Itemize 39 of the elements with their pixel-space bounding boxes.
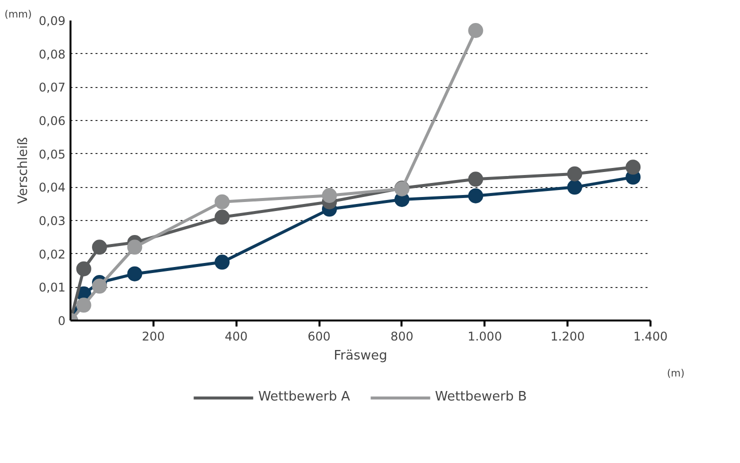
y-tick-label: 0,03 [38,214,66,228]
x-tick-label: 200 [142,330,165,344]
y-tick-label: 0,02 [38,247,66,262]
x-axis-title: Fräsweg [334,348,388,364]
point [92,278,107,294]
y-tick-label: 0,09 [38,14,66,28]
legend-label: Wettbewerb A [258,390,350,404]
point [127,266,142,282]
x-tick-label: 1.400 [633,330,668,344]
legend-label: Wettbewerb B [434,390,527,404]
point [567,166,582,182]
point [76,298,92,313]
point [626,160,641,175]
y-tick-label: 0,07 [38,80,66,95]
point [76,261,92,276]
y-tick-label: 0,01 [38,280,66,295]
point [468,23,484,38]
point [468,172,484,187]
y-axis-title: Verschleiß [16,137,31,204]
point [214,194,230,210]
y-tick-label: 0,08 [38,47,66,62]
point [214,210,230,225]
x-tick-label: 400 [224,330,248,344]
point [214,254,230,270]
point [567,180,582,195]
text: (mm) [4,10,32,20]
point [92,240,107,255]
x-tick-label: 600 [308,330,331,344]
point [322,188,337,203]
y-tick-label: 0,04 [38,180,66,195]
text: (m) [666,368,685,380]
x-tick-label: 800 [390,330,414,344]
x-tick-label: 1.000 [468,330,502,344]
y-tick-label: 0 [58,314,66,328]
point [127,240,142,255]
y-tick-label: 0,06 [38,114,66,128]
y-tick-label: 0,05 [38,147,66,162]
point [468,188,484,204]
x-tick-label: 1.200 [550,330,585,344]
